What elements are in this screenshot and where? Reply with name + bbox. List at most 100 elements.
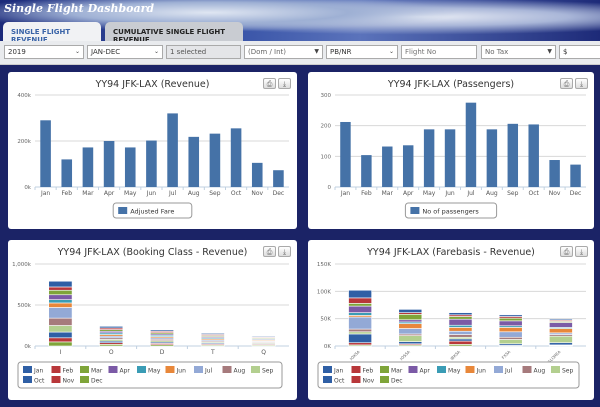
bar: [273, 170, 284, 187]
bar: [486, 129, 498, 187]
legend-swatch: [410, 207, 420, 214]
legend-label: Sep: [262, 368, 274, 375]
year-value: 2019: [8, 48, 26, 56]
y-tick-label: 0: [328, 185, 332, 191]
currency-select[interactable]: $: [559, 45, 600, 59]
caret-down-icon: ▼: [547, 48, 552, 55]
legend-label: Oct: [334, 378, 345, 385]
bar: [103, 141, 115, 187]
stack-segment-apr: [498, 320, 523, 327]
legend-label: Dec: [91, 378, 103, 385]
download-button[interactable]: ⤓: [575, 246, 588, 257]
stack-segment-mar: [48, 289, 73, 296]
x-tick-label: Dec: [570, 190, 582, 197]
stack-segment-jul: [498, 331, 523, 338]
x-tick-label: May: [124, 190, 137, 197]
chevron-down-icon: ⌄: [74, 48, 80, 55]
y-tick-label: 1,000k: [12, 262, 32, 268]
legend-swatch: [437, 366, 446, 373]
x-tick-label: Aug: [486, 190, 498, 197]
stack-segment-mar: [498, 317, 523, 322]
bar: [444, 129, 456, 187]
bar: [82, 147, 94, 187]
currency-value: $: [563, 48, 568, 56]
flight-no-input[interactable]: [401, 45, 477, 59]
x-tick-label: May: [423, 190, 436, 197]
year-select[interactable]: 2019 ⌄: [4, 45, 84, 59]
printer-button[interactable]: ⎙: [560, 246, 573, 257]
chart-svg: 0k 500k 1,000k I O D T Q Jan Feb Mar Apr May Jun Jul Au…: [12, 262, 289, 389]
download-button[interactable]: ⤓: [575, 78, 588, 89]
download-button[interactable]: ⤓: [278, 78, 291, 89]
stack-segment-jan: [200, 333, 225, 335]
x-tick-label: Feb: [361, 190, 372, 197]
y-tick-label: 200: [321, 124, 332, 130]
stack-segment-aug: [348, 328, 372, 333]
stack-segment-sep: [498, 339, 523, 345]
y-tick-label: 200k: [17, 139, 31, 145]
legend-swatch: [465, 366, 475, 373]
tab-single-flight-revenue[interactable]: SINGLE FLIGHT REVENUE: [3, 22, 101, 44]
period-select[interactable]: JAN-DEC ⌄: [87, 45, 163, 59]
x-tick-label: Oct: [231, 190, 242, 197]
legend-label: Feb: [363, 368, 374, 375]
bar: [40, 120, 51, 187]
legend-box: [112, 202, 193, 219]
x-tick-label: Apr: [403, 190, 414, 197]
legend-label: May: [148, 368, 161, 375]
x-tick-label: Q: [261, 349, 266, 356]
pb-nr-select[interactable]: PB/NR ⌄: [326, 45, 398, 59]
x-tick-label: D: [160, 349, 165, 356]
legend-label: Oct: [34, 378, 45, 385]
app-title: Single Flight Dashboard: [4, 2, 155, 15]
caret-down-icon: ▼: [314, 48, 319, 55]
legend-swatch: [494, 366, 503, 373]
stack-segment-jan: [498, 314, 523, 317]
stack-segment-nov: [348, 342, 372, 346]
stack-segment-jan: [251, 335, 276, 338]
legend-swatch: [23, 376, 32, 383]
bar: [570, 164, 581, 187]
stack-segment-may: [448, 324, 473, 328]
stack-segment-nov: [448, 340, 473, 345]
stack-segment-oct: [549, 342, 573, 346]
chart-title: YY94 JFK-LAX (Farebasis - Revenue): [367, 247, 535, 258]
bar: [507, 123, 519, 187]
bar: [61, 159, 73, 187]
dom-int-select[interactable]: (Dom / Int) ▼: [244, 45, 323, 59]
x-tick-label: Dec: [273, 190, 285, 197]
multi-select[interactable]: 1 selected: [166, 45, 241, 59]
chart-svg: 0 100 200 300 Jan Feb Mar Apr May Jun Jul Aug Sep Oct…: [321, 93, 586, 219]
x-tick-label: Oct: [529, 190, 540, 197]
legend-swatch: [80, 366, 89, 373]
legend-label: Jul: [204, 368, 213, 375]
legend-label: Mar: [391, 368, 403, 375]
chart-title: YY94 JFK-LAX (Booking Class - Revenue): [57, 247, 248, 258]
tax-select[interactable]: No Tax ▼: [481, 45, 556, 59]
printer-button[interactable]: ⎙: [263, 246, 276, 257]
legend-label: Adjusted Fare: [130, 208, 174, 216]
x-tick-label: FXSA: [501, 349, 512, 360]
stack-segment-mar: [348, 303, 372, 307]
stack-segment-sep: [549, 335, 573, 344]
legend-label: Aug: [534, 368, 546, 375]
legend-label: Jun: [176, 368, 187, 375]
period-value: JAN-DEC: [91, 48, 121, 56]
y-tick-label: 100: [321, 154, 332, 160]
bar: [209, 133, 221, 187]
stack-segment-aug: [448, 334, 473, 338]
legend-swatch: [80, 376, 89, 383]
stack-segment-jan: [348, 289, 372, 299]
stack-segment-jan: [150, 329, 174, 332]
printer-button[interactable]: ⎙: [560, 78, 573, 89]
printer-button[interactable]: ⎙: [263, 78, 276, 89]
stack-segment-feb: [48, 286, 73, 291]
stack-segment-jun: [498, 327, 523, 333]
download-button[interactable]: ⤓: [278, 246, 291, 257]
tab-cumulative-single-flight-revenue[interactable]: CUMULATIVE SINGLE FLIGHT REVENUE: [105, 22, 243, 44]
stack-segment-apr: [48, 294, 73, 300]
legend-label: Apr: [120, 368, 131, 375]
legend-swatch: [118, 207, 128, 214]
legend-label: Aug: [234, 368, 246, 375]
